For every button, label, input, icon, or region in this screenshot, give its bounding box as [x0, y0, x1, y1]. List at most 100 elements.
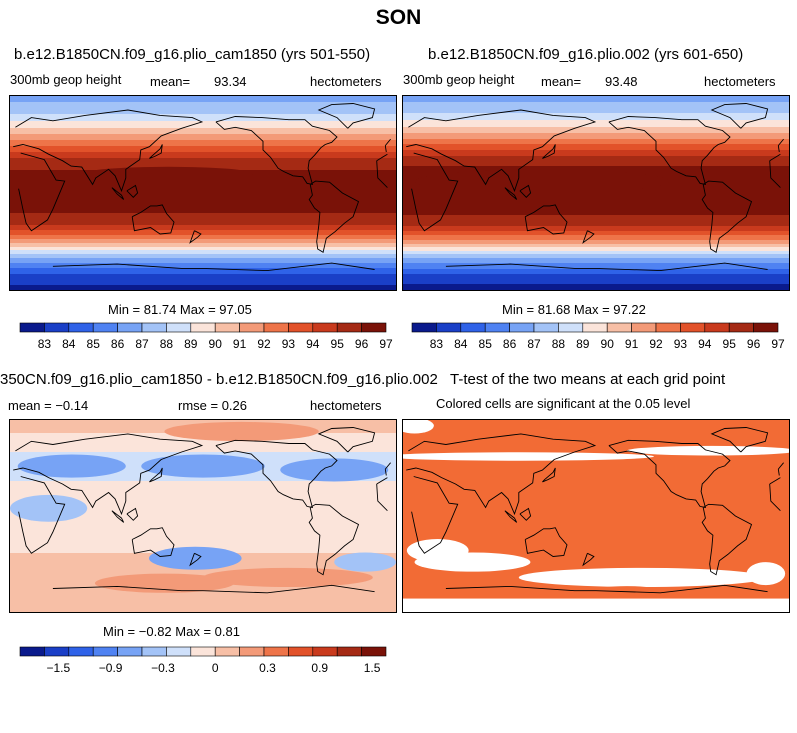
- field-band: [10, 151, 396, 153]
- field-band: [10, 155, 396, 157]
- field-band: [403, 275, 789, 277]
- field-band: [403, 214, 789, 216]
- field-band: [10, 104, 396, 106]
- field-band: [10, 247, 396, 249]
- field-band: [10, 263, 396, 265]
- field-band: [10, 520, 396, 522]
- colorbar-label: 91: [625, 337, 639, 351]
- colorbar-boxes: [19, 322, 387, 333]
- field-band: [403, 153, 789, 155]
- field-band: [403, 273, 789, 275]
- colorbar-label: 1.5: [364, 661, 381, 675]
- colorbar-label: 0.3: [259, 661, 276, 675]
- field-band: [403, 146, 789, 148]
- colorbar-box: [680, 322, 706, 333]
- field-band: [403, 130, 789, 132]
- colorbar-box: [263, 646, 289, 657]
- field-band: [10, 279, 396, 281]
- field-band: [10, 249, 396, 251]
- field-band: [10, 212, 396, 214]
- max-patch: [414, 169, 670, 193]
- colorbar-label: 95: [723, 337, 737, 351]
- field-band: [10, 478, 396, 480]
- field-band: [403, 244, 789, 246]
- field-band: [10, 289, 396, 290]
- max-patch: [472, 198, 627, 211]
- field-band: [10, 503, 396, 505]
- field-band: [10, 593, 396, 595]
- field-band: [403, 217, 789, 219]
- colorbar-label: 86: [503, 337, 517, 351]
- field-band: [10, 108, 396, 110]
- field-band: [10, 181, 396, 183]
- field-band: [403, 248, 789, 250]
- colorbar-label: 91: [233, 337, 247, 351]
- field-band: [10, 518, 396, 520]
- field-band: [10, 204, 396, 206]
- field-band: [403, 281, 789, 283]
- field-band: [403, 147, 789, 149]
- anomaly-patch: [203, 567, 373, 588]
- field-band: [403, 110, 789, 112]
- field-band: [403, 96, 789, 98]
- field-band: [10, 211, 396, 213]
- field-band: [10, 117, 396, 119]
- colorbar-label: 83: [38, 337, 52, 351]
- field-band: [10, 280, 396, 282]
- field-band: [10, 274, 396, 276]
- colorbar-labels: 83 84 85 86 87 88 89 90 91 92 93 94 95 96 97: [38, 337, 393, 351]
- colorbar-label: 97: [379, 337, 393, 351]
- panel2-map: [402, 95, 790, 291]
- colorbar-box: [92, 322, 118, 333]
- field-band: [403, 221, 789, 223]
- colorbar-box: [509, 322, 535, 333]
- field-band: [10, 227, 396, 229]
- field-band: [403, 219, 789, 221]
- field-band: [403, 215, 789, 217]
- field-band: [403, 279, 789, 281]
- field-band: [10, 202, 396, 204]
- max-patch: [83, 166, 254, 181]
- field-band: [10, 223, 396, 225]
- non-significant-patch: [746, 562, 786, 586]
- field-band: [10, 205, 396, 207]
- colorbar-label: 94: [698, 337, 712, 351]
- panel2-units: hectometers: [704, 74, 776, 89]
- field-band: [10, 595, 396, 597]
- field-band: [10, 526, 396, 528]
- field-band: [10, 492, 396, 494]
- field-band: [10, 527, 396, 529]
- colorbar-box: [288, 322, 314, 333]
- field-band: [10, 125, 396, 127]
- panel4-field: [403, 420, 789, 599]
- coastlines: [13, 103, 391, 272]
- field-band: [403, 211, 789, 213]
- field-band: [10, 166, 396, 168]
- field-band: [10, 215, 396, 217]
- field-band: [403, 137, 789, 139]
- colorbar-label: 88: [160, 337, 174, 351]
- field-band: [10, 242, 396, 244]
- field-band: [10, 210, 396, 212]
- field-band: [403, 102, 789, 104]
- field-band: [10, 482, 396, 484]
- colorbar-label: 92: [649, 337, 663, 351]
- field-band: [10, 281, 396, 283]
- field-band: [403, 197, 789, 199]
- field-band: [10, 243, 396, 245]
- field-band: [10, 130, 396, 132]
- field-band: [10, 269, 396, 271]
- colorbar-box: [533, 322, 559, 333]
- field-band: [403, 107, 789, 109]
- field-band: [403, 159, 789, 161]
- field-band: [10, 600, 396, 602]
- field-band: [10, 184, 396, 186]
- field-band: [403, 282, 789, 284]
- field-band: [10, 598, 396, 600]
- field-band: [10, 193, 396, 195]
- colorbar-label: 95: [331, 337, 345, 351]
- field-band: [403, 288, 789, 290]
- field-band: [10, 609, 396, 611]
- field-band: [403, 266, 789, 268]
- field-band: [403, 259, 789, 261]
